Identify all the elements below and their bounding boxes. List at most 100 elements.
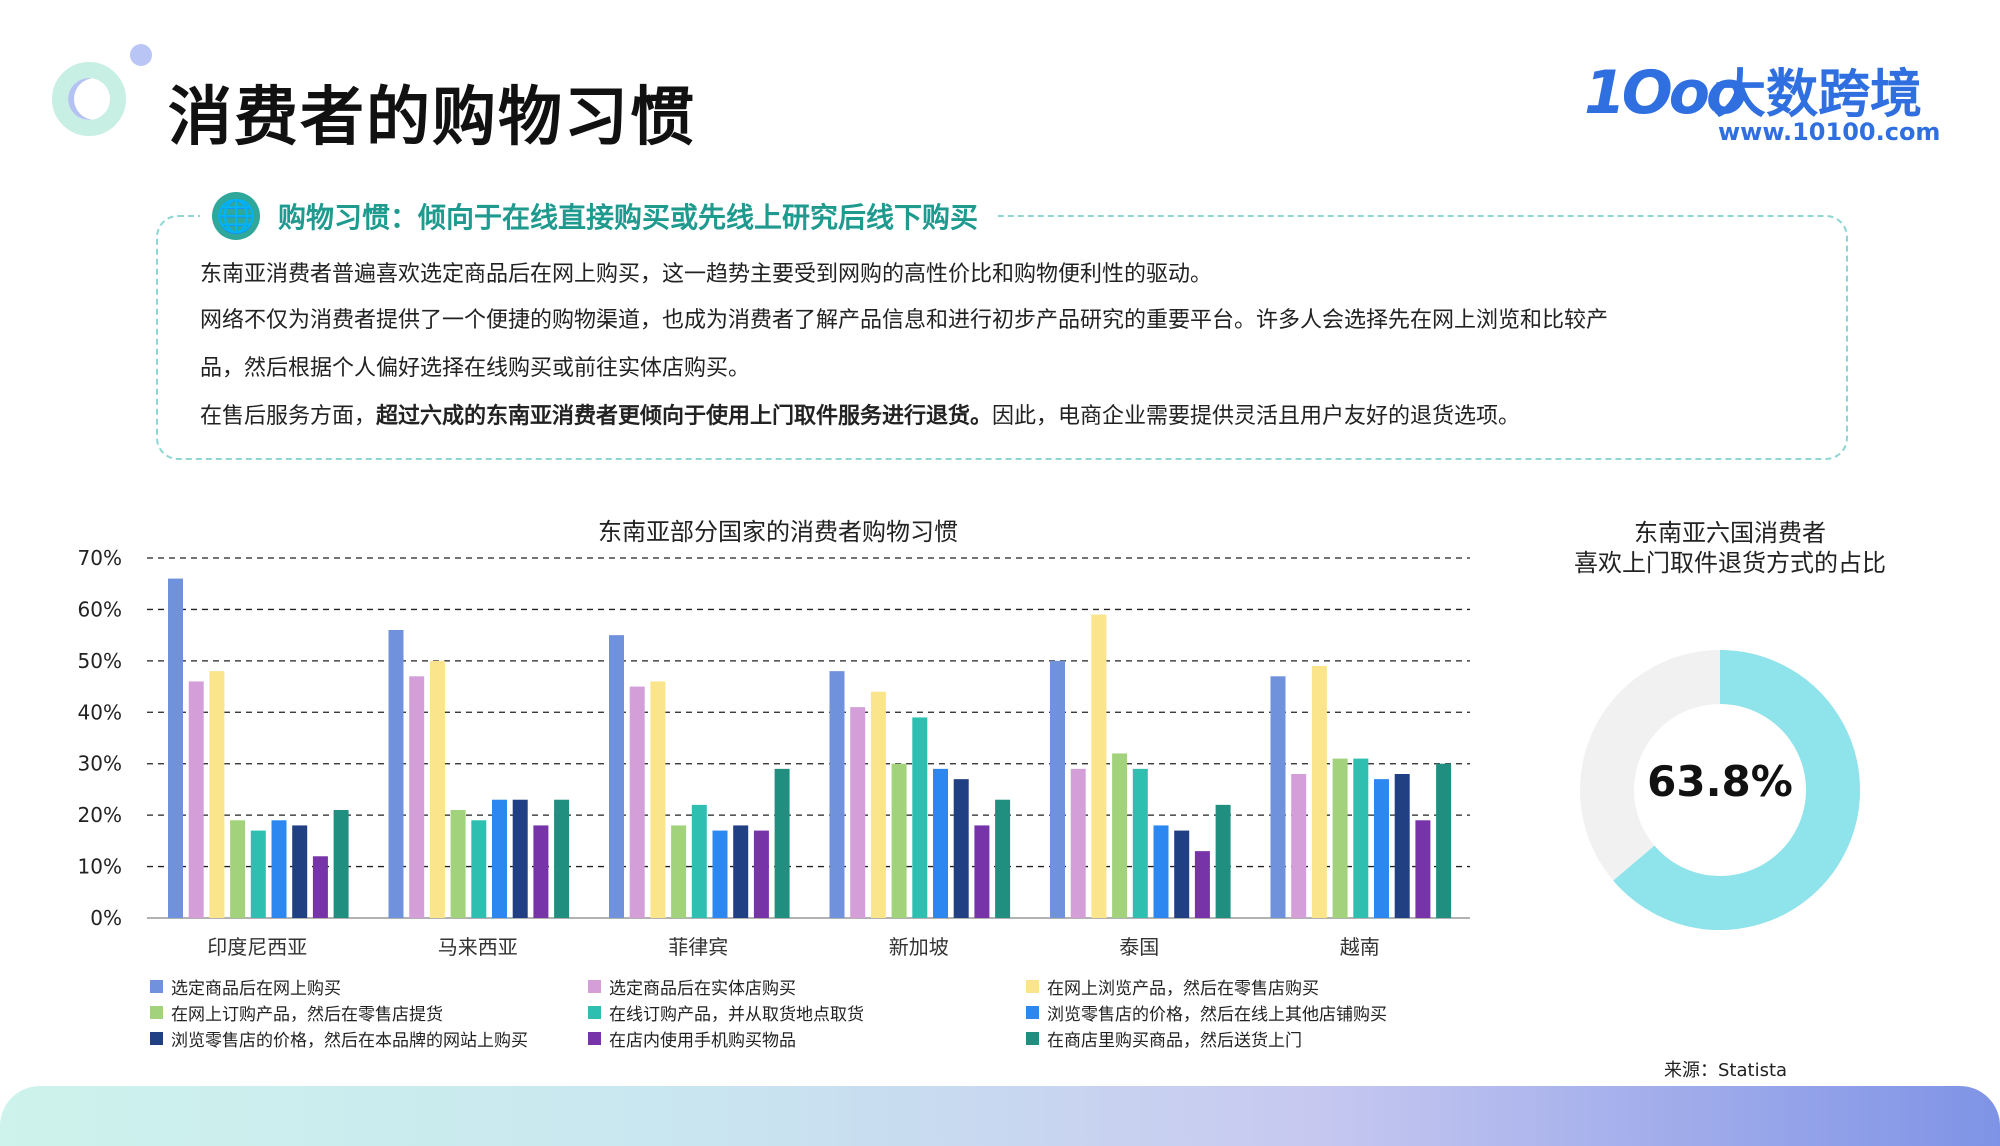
y-tick-label: 20% [78, 803, 122, 827]
bar [1332, 758, 1348, 918]
x-tick-label: 印度尼西亚 [207, 935, 307, 959]
info-title: 购物习惯：倾向于在线直接购买或先线上研究后线下购买 [278, 201, 979, 234]
legend-label: 在店内使用手机购买物品 [609, 1030, 796, 1051]
paragraph-3: 在售后服务方面，超过六成的东南亚消费者更倾向于使用上门取件服务进行退货。因此，电… [200, 402, 1520, 432]
legend-item: 在商店里购买商品，然后送货上门 [1026, 1028, 1464, 1051]
bar [691, 804, 707, 918]
bar [912, 717, 928, 918]
bar [312, 856, 328, 918]
legend-swatch [1026, 979, 1039, 993]
bar [1353, 758, 1369, 918]
bar [733, 825, 749, 918]
legend-swatch [588, 1005, 601, 1019]
legend-swatch [1026, 1005, 1039, 1019]
legend-label: 选定商品后在网上购买 [171, 978, 341, 999]
bar [1436, 763, 1452, 918]
bar [230, 820, 246, 918]
donut-chart [1580, 650, 1860, 930]
bar [388, 630, 404, 918]
paragraph-3-bold: 超过六成的东南亚消费者更倾向于使用上门取件服务进行退货。 [376, 404, 993, 429]
logo-ring-icon [52, 62, 126, 136]
bar [292, 825, 308, 918]
bar [1050, 660, 1065, 918]
bar [271, 820, 287, 918]
info-heading: 🌐 购物习惯：倾向于在线直接购买或先线上研究后线下购买 [200, 192, 995, 240]
bar [774, 768, 790, 918]
bar [933, 768, 948, 918]
donut-title: 东南亚六国消费者 喜欢上门取件退货方式的占比 [1530, 518, 1930, 578]
legend-swatch [588, 979, 601, 993]
bar [429, 660, 445, 918]
y-tick-label: 10% [78, 855, 122, 879]
bar [409, 676, 425, 918]
bar [995, 799, 1011, 918]
bar [609, 635, 624, 918]
bar [1112, 753, 1128, 918]
bar [1394, 774, 1410, 918]
bar [209, 671, 225, 918]
legend-swatch [1026, 1031, 1039, 1045]
bar [1374, 779, 1389, 918]
y-tick-label: 50% [78, 649, 122, 673]
bar [250, 830, 266, 918]
y-tick-label: 30% [78, 752, 122, 776]
legend-swatch [150, 1005, 163, 1019]
bar [1270, 676, 1286, 918]
y-tick-label: 60% [78, 597, 122, 621]
bar [1194, 851, 1210, 918]
legend-label: 在网上订购产品，然后在零售店提货 [171, 1004, 443, 1025]
bar-chart-title: 东南亚部分国家的消费者购物习惯 [598, 518, 958, 546]
logo-dot-icon [130, 44, 152, 66]
paragraph-2a: 网络不仅为消费者提供了一个便捷的购物渠道，也成为消费者了解产品信息和进行初步产品… [200, 308, 1609, 333]
bar [1070, 768, 1086, 918]
page-title: 消费者的购物习惯 [168, 81, 696, 155]
bar [333, 810, 349, 918]
bar [471, 820, 487, 918]
legend-item: 在网上订购产品，然后在零售店提货 [150, 1002, 588, 1025]
x-tick-label: 马来西亚 [438, 935, 518, 959]
legend-item: 浏览零售店的价格，然后在本品牌的网站上购买 [150, 1028, 588, 1051]
y-tick-label: 0% [90, 906, 122, 930]
legend-label: 浏览零售店的价格，然后在线上其他店铺购买 [1047, 1004, 1387, 1025]
bar [712, 830, 728, 918]
bar [891, 763, 907, 918]
legend-item: 在网上浏览产品，然后在零售店购买 [1026, 976, 1464, 999]
bar [1415, 820, 1431, 918]
bar [450, 810, 466, 918]
donut-value-slice [1613, 650, 1860, 930]
bar [554, 799, 570, 918]
legend-swatch [150, 979, 163, 993]
bar [1153, 825, 1169, 918]
bar [512, 799, 528, 918]
legend-item: 在线订购产品，并从取货地点取货 [588, 1002, 1026, 1025]
x-tick-label: 泰国 [1119, 935, 1159, 959]
bar [870, 691, 886, 918]
chart-legend: 选定商品后在网上购买 选定商品后在实体店购买 在网上浏览产品，然后在零售店购买 在网上… [150, 976, 1450, 1051]
bar [829, 671, 845, 918]
bar [533, 825, 549, 918]
bar-chart: 0% 10% 20% 30% 40% 50% 60% 70% 印度尼西亚 马来西亚 菲律宾 新加坡 泰国… [78, 546, 1470, 959]
paragraph-1: 东南亚消费者普遍喜欢选定商品后在网上购买，这一趋势主要受到网购的高性价比和购物便… [200, 262, 1213, 287]
brand-name: 大数跨境 [1714, 65, 1923, 125]
globe-icon: 🌐 [212, 192, 260, 240]
paragraph-3-end: 因此，电商企业需要提供灵活且用户友好的退货选项。 [992, 404, 1521, 429]
y-tick-label: 40% [78, 700, 122, 724]
bar [671, 825, 687, 918]
legend-label: 选定商品后在实体店购买 [609, 978, 796, 999]
brand-logo: 1Ooo 大数跨境 www.10100.com [1584, 52, 1944, 152]
bar [168, 578, 183, 918]
y-tick-label: 70% [78, 546, 122, 570]
donut-value-label: 63.8% [1647, 757, 1793, 806]
legend-swatch [588, 1031, 601, 1045]
bar [1174, 830, 1190, 918]
legend-item: 选定商品后在网上购买 [150, 976, 588, 999]
bar [850, 707, 866, 918]
bar [492, 799, 507, 918]
bar [1091, 614, 1107, 918]
legend-item: 浏览零售店的价格，然后在线上其他店铺购买 [1026, 1002, 1464, 1025]
info-box [156, 215, 1848, 460]
legend-item: 选定商品后在实体店购买 [588, 976, 1026, 999]
legend-label: 在线订购产品，并从取货地点取货 [609, 1004, 864, 1025]
paragraph-3-start: 在售后服务方面， [200, 404, 377, 429]
legend-item: 在店内使用手机购买物品 [588, 1028, 1026, 1051]
